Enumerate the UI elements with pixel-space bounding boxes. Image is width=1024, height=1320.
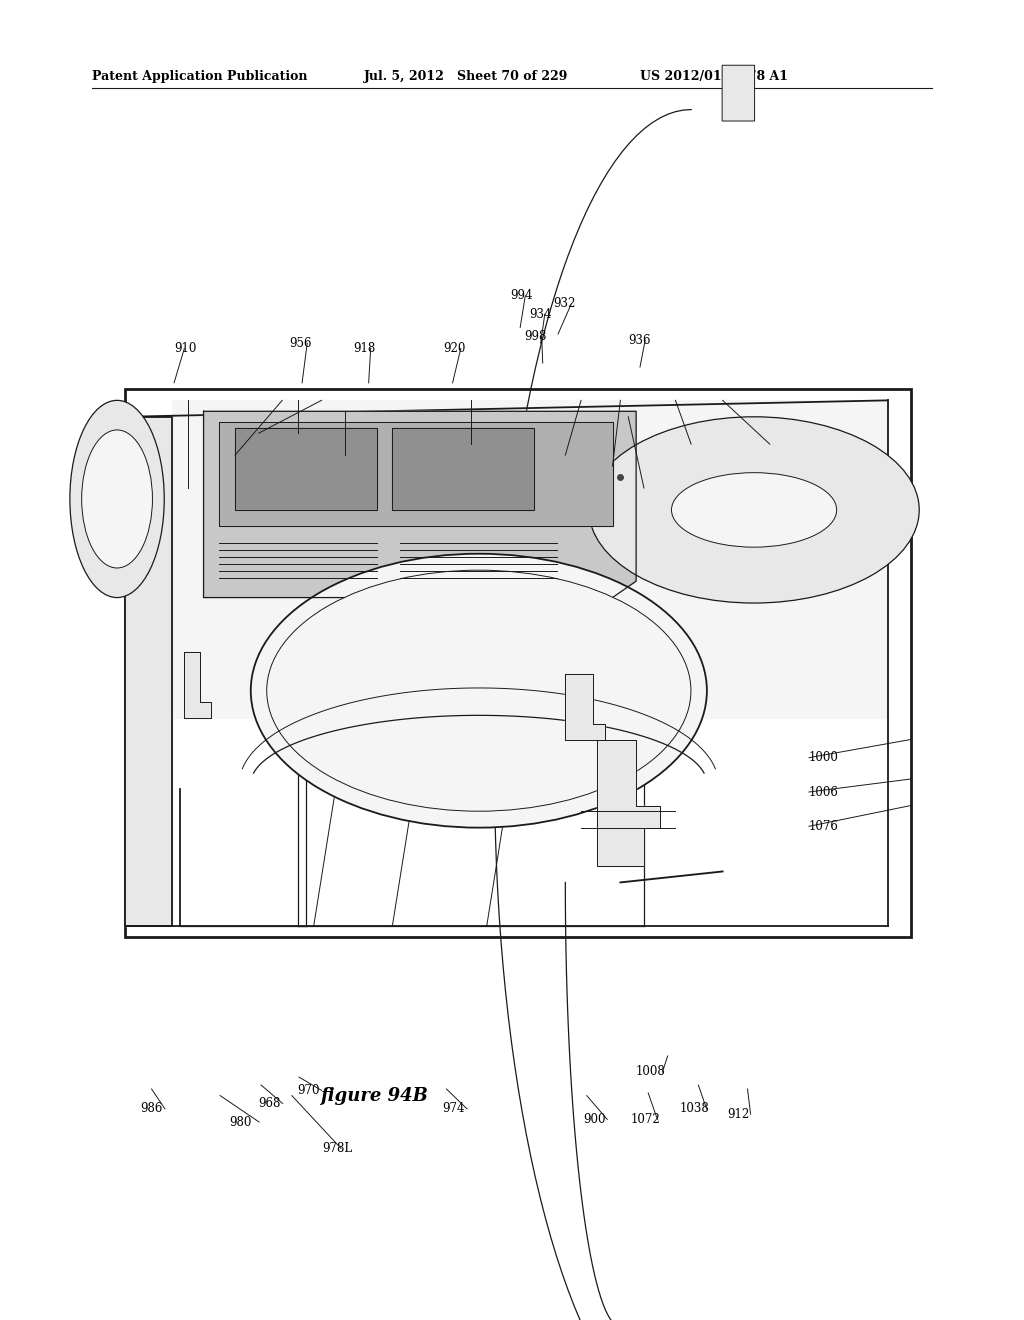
Text: 900: 900 [584, 1113, 606, 1126]
Text: 1006: 1006 [809, 785, 839, 799]
Text: 998: 998 [524, 330, 547, 343]
Text: 1008: 1008 [636, 1065, 666, 1078]
Ellipse shape [70, 400, 164, 598]
Ellipse shape [82, 430, 153, 568]
Text: 1076: 1076 [809, 820, 839, 833]
Polygon shape [219, 422, 612, 527]
Bar [125, 389, 911, 937]
Text: 918: 918 [353, 342, 376, 355]
Text: 978L: 978L [323, 1142, 352, 1155]
Text: 994: 994 [510, 289, 532, 302]
Text: 934: 934 [529, 308, 552, 321]
Polygon shape [597, 741, 659, 828]
Polygon shape [204, 412, 636, 598]
Text: US 2012/0167778 A1: US 2012/0167778 A1 [640, 70, 788, 83]
Polygon shape [172, 400, 888, 718]
Text: 968: 968 [258, 1097, 281, 1110]
Text: 936: 936 [629, 334, 651, 347]
Polygon shape [392, 428, 534, 510]
Text: 970: 970 [297, 1084, 319, 1097]
Text: 1000: 1000 [809, 751, 839, 764]
Text: 912: 912 [727, 1107, 750, 1121]
Text: 980: 980 [229, 1115, 252, 1129]
Text: 910: 910 [174, 342, 197, 355]
Text: 1072: 1072 [631, 1113, 660, 1126]
Text: 932: 932 [553, 297, 575, 310]
Text: figure 94B: figure 94B [319, 1086, 428, 1105]
Polygon shape [565, 675, 604, 741]
Polygon shape [236, 428, 377, 510]
FancyBboxPatch shape [722, 65, 755, 121]
Ellipse shape [251, 554, 707, 828]
Text: Patent Application Publication: Patent Application Publication [92, 70, 307, 83]
Text: 974: 974 [442, 1102, 465, 1115]
Polygon shape [184, 652, 211, 718]
Text: 986: 986 [140, 1102, 163, 1115]
Polygon shape [125, 417, 172, 927]
Ellipse shape [266, 570, 691, 812]
Text: 920: 920 [443, 342, 466, 355]
Polygon shape [597, 828, 644, 866]
Ellipse shape [589, 417, 920, 603]
Text: 1038: 1038 [680, 1102, 710, 1115]
Text: Jul. 5, 2012   Sheet 70 of 229: Jul. 5, 2012 Sheet 70 of 229 [364, 70, 568, 83]
Text: 956: 956 [289, 337, 311, 350]
Ellipse shape [672, 473, 837, 548]
